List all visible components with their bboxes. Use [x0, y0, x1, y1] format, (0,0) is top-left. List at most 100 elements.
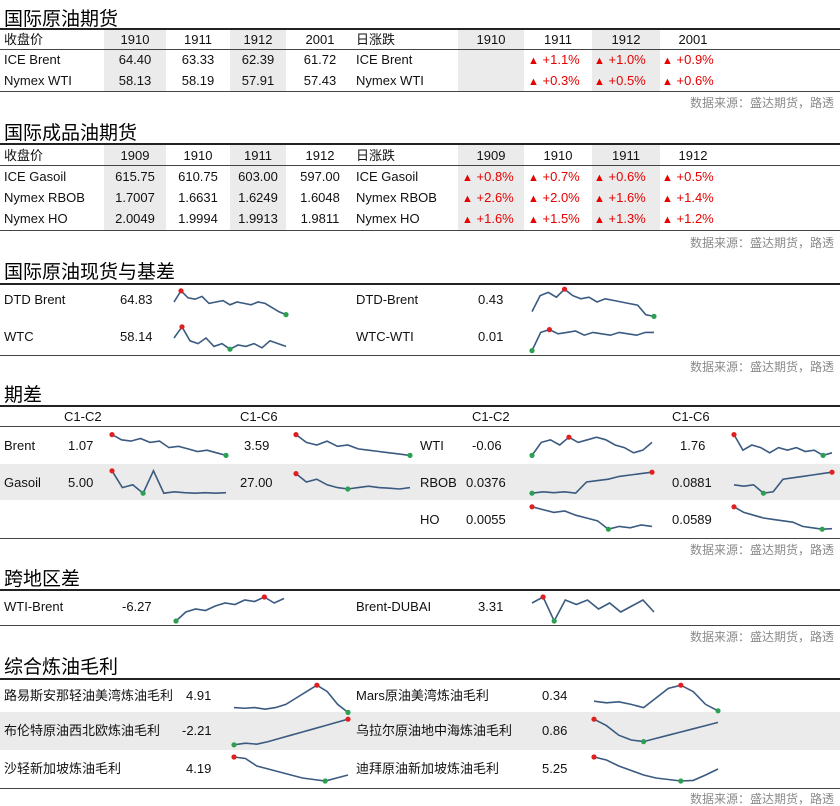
change-cell: ▲ +0.6%: [662, 73, 714, 88]
price-cell: 615.75: [115, 169, 155, 184]
min-marker: [223, 452, 229, 458]
month-header: 1909: [476, 148, 506, 163]
up-arrow-icon: ▲: [662, 55, 673, 67]
sparkline-path: [531, 471, 653, 495]
min-marker: [529, 348, 535, 354]
sparkline-dtd-brent: [173, 288, 289, 318]
price-cell: 597.00: [300, 169, 340, 184]
sparkline-gasoil-c1c2: [109, 468, 227, 496]
price-cell: 603.00: [238, 169, 278, 184]
max-marker: [293, 432, 299, 438]
spot-value: 64.83: [120, 292, 153, 307]
change-cell: ▲ +1.0%: [594, 52, 646, 67]
month-header: 1911: [612, 148, 640, 163]
change-cell: ▲ +1.6%: [594, 190, 646, 205]
margins-section: 综合炼油毛利 路易斯安那轻油美湾炼油毛利 4.91 Mars原油美湾炼油毛利 0…: [0, 648, 840, 806]
sparkline-path: [593, 684, 719, 712]
sparkline-path: [111, 433, 227, 457]
up-arrow-icon: ▲: [662, 172, 673, 184]
spot-value: 58.14: [120, 329, 153, 344]
min-marker: [345, 709, 351, 715]
sparkline-path: [733, 434, 833, 457]
margin-name: 路易斯安那轻油美湾炼油毛利: [4, 688, 174, 703]
min-marker: [760, 490, 766, 496]
spread-name: WTI: [420, 438, 444, 453]
spread-value: 5.00: [68, 475, 94, 490]
max-marker: [345, 716, 351, 722]
sparkline-brent-c1c6: [293, 432, 413, 458]
up-arrow-icon: ▲: [462, 214, 473, 226]
price-cell: 57.43: [303, 73, 337, 88]
sparkline-wtc-wti: [529, 327, 654, 354]
max-marker: [561, 286, 568, 292]
contract-name: ICE Gasoil: [4, 169, 67, 184]
sparkline-brent-c1c2: [109, 432, 229, 458]
spread-value: 0.0376: [466, 475, 506, 490]
margin-value: 4.91: [186, 688, 212, 703]
month-header: 1910: [543, 148, 573, 163]
sparkline-rbob-c1c2: [529, 469, 655, 496]
spot-name: DTD Brent: [4, 292, 66, 307]
up-arrow-icon: ▲: [594, 214, 605, 226]
up-arrow-icon: ▲: [662, 214, 673, 226]
month-header: 1912: [305, 148, 335, 163]
arb-section: 跨地区差 WTI-Brent -6.27 Brent-DUBAI 3.31 数据…: [0, 560, 840, 648]
sparkline-path: [295, 472, 411, 490]
price-cell: 1.6249: [238, 190, 278, 205]
margin-value: 4.19: [186, 761, 212, 776]
sparkline-lls-margin: [233, 682, 351, 715]
price-cell: 1.9994: [178, 211, 218, 226]
section-title: 国际原油期货: [4, 8, 119, 30]
spread-value: 0.0589: [672, 512, 712, 527]
section-title: 综合炼油毛利: [4, 656, 119, 678]
source-note: 数据来源：盛达期货，路透: [689, 543, 834, 557]
month-header: 1912: [243, 32, 273, 47]
price-cell: 1.7007: [115, 190, 155, 205]
max-marker: [591, 716, 597, 722]
spreads-section: 期差 C1-C2 C1-C6 C1-C2 C1-C6 Brent 1.07 3.…: [0, 378, 840, 558]
margin-value: 5.25: [542, 761, 568, 776]
month-header: 1910: [476, 32, 506, 47]
sparkline-path: [531, 288, 655, 318]
up-arrow-icon: ▲: [662, 193, 673, 205]
max-marker: [829, 469, 835, 475]
sparkline-brent-dubai: [531, 594, 655, 624]
up-arrow-icon: ▲: [528, 214, 539, 226]
max-marker: [178, 288, 184, 294]
contract-name: ICE Gasoil: [356, 169, 419, 184]
max-marker: [529, 504, 535, 510]
spread-value: 0.0881: [672, 475, 712, 490]
min-marker: [345, 486, 351, 492]
month-header: 2001: [678, 32, 708, 47]
max-marker: [591, 754, 597, 760]
change-cell: ▲ +0.3%: [528, 73, 580, 88]
min-marker: [678, 778, 684, 784]
spread-value: 1.76: [680, 438, 706, 453]
margin-value: 0.34: [542, 688, 568, 703]
max-marker: [231, 754, 237, 760]
sparkline-path: [531, 328, 654, 351]
arb-value: 3.31: [478, 599, 504, 614]
section-title: 期差: [4, 384, 43, 406]
spread-value: 3.59: [244, 438, 270, 453]
up-arrow-icon: ▲: [594, 172, 605, 184]
month-header: 2001: [305, 32, 335, 47]
sparkline-dubai-sg-margin: [591, 754, 719, 784]
price-cell: 2.0049: [115, 211, 155, 226]
margin-name: Mars原油美湾炼油毛利: [356, 688, 489, 703]
max-marker: [314, 682, 320, 688]
up-arrow-icon: ▲: [662, 76, 673, 88]
max-marker: [261, 594, 267, 600]
source-note: 数据来源：盛达期货，路透: [689, 360, 834, 374]
sparkline-wti-c1c2: [529, 434, 653, 458]
margin-value: -2.21: [182, 723, 212, 738]
max-marker: [731, 504, 737, 510]
spot-name: WTC-WTI: [356, 329, 414, 344]
change-label: 日涨跌: [356, 32, 396, 47]
spread-value: 0.0055: [466, 512, 506, 527]
sparkline-path: [295, 433, 411, 457]
sparkline-path: [233, 756, 349, 782]
price-cell: 64.40: [118, 52, 152, 67]
max-marker: [540, 594, 546, 600]
price-cell: 63.33: [181, 52, 215, 67]
